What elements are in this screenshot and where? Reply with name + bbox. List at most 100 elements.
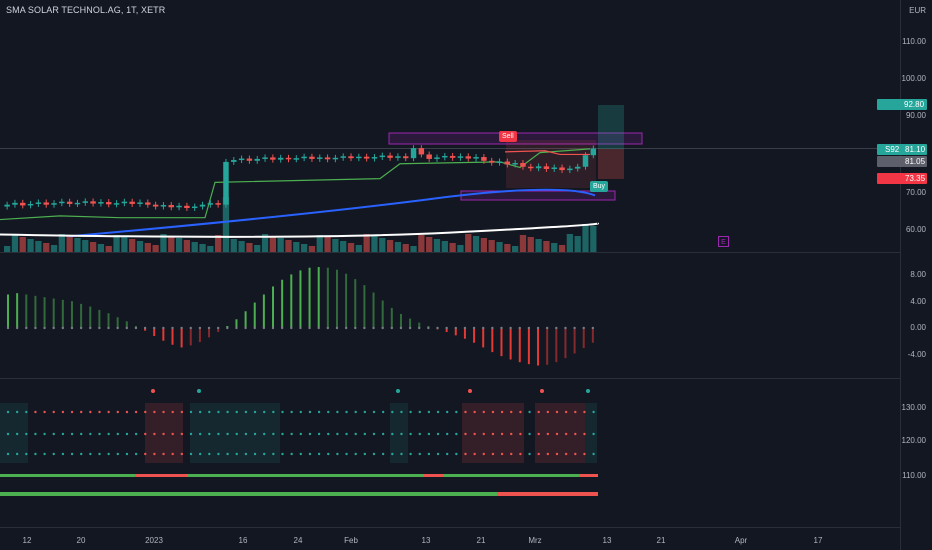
sqz-dot <box>98 432 101 436</box>
sqz-dot <box>180 432 184 436</box>
sqz-dot <box>134 452 138 456</box>
osc-zero-dot <box>326 326 330 330</box>
sqz-dot <box>482 432 485 436</box>
osc-zero-dot <box>363 326 366 330</box>
sqz-dot <box>446 410 449 414</box>
osc-zero-dot <box>527 326 531 330</box>
osc-zero-dot <box>253 326 256 330</box>
sell-region <box>506 140 596 188</box>
sqz-dot <box>574 410 577 414</box>
sqz-dot <box>455 452 458 456</box>
sqz-dot <box>372 452 376 456</box>
volume-bar <box>574 236 581 252</box>
sqz-dot <box>400 432 403 436</box>
osc-zero-dot <box>61 326 65 330</box>
volume-bar <box>488 240 495 252</box>
candle-body <box>332 157 339 160</box>
sqz-dot <box>519 432 522 436</box>
sqz-dot <box>555 410 559 414</box>
sqz-dot <box>235 432 238 436</box>
osc-zero-dot <box>545 326 549 330</box>
sqz-dot <box>482 452 485 456</box>
sqz-dot <box>363 410 367 414</box>
sqz-dot <box>15 452 19 456</box>
volume-bar <box>535 239 542 252</box>
sqz-dot <box>281 452 284 456</box>
sqz-dot <box>473 432 476 436</box>
osc-zero-dot <box>536 326 540 330</box>
volume-bar <box>183 240 191 252</box>
sell-signal[interactable]: Sell <box>499 131 517 142</box>
pane-divider-2[interactable] <box>0 378 900 379</box>
candle-body <box>74 202 81 205</box>
candle-body <box>254 158 260 161</box>
candle-body <box>121 201 128 204</box>
candle-body <box>418 148 425 155</box>
candle-body <box>488 160 495 163</box>
volume-bar <box>191 242 198 252</box>
candle-body <box>20 202 26 206</box>
osc-zero-dot <box>591 326 595 330</box>
candle-body <box>129 201 135 204</box>
sqz-dot <box>134 432 138 436</box>
volume-bar <box>566 234 573 252</box>
candle-body <box>535 166 542 169</box>
volume-bar <box>35 241 42 252</box>
candle-body <box>160 205 167 207</box>
red-step-line <box>504 150 590 156</box>
sqz-dot <box>89 432 92 436</box>
candle-body <box>113 203 120 205</box>
trend-bar-1 <box>135 474 187 477</box>
candle-body <box>363 156 370 159</box>
sqz-dot <box>592 410 595 414</box>
candle-body <box>317 157 323 159</box>
sqz-dot <box>381 432 385 436</box>
pane-divider-1[interactable] <box>0 252 900 253</box>
sqz-dot <box>125 452 129 456</box>
sqz-dot <box>574 452 577 456</box>
sqz-dot <box>272 432 275 436</box>
volume-bar <box>144 243 151 252</box>
sqz-dot <box>491 410 495 414</box>
symbol-title[interactable]: SMA SOLAR TECHNOL.AG, 1T, XETR <box>6 5 166 15</box>
sqz-dot <box>381 452 385 456</box>
sqz-dot <box>107 452 110 456</box>
sqz-dot <box>537 432 540 436</box>
volume-bar <box>582 224 589 252</box>
price-chart[interactable] <box>0 0 900 550</box>
volume-bar <box>457 245 464 252</box>
osc-zero-dot <box>180 326 183 330</box>
osc-zero-dot <box>290 326 293 330</box>
volume-bar <box>355 245 362 252</box>
volume-bar <box>293 242 300 252</box>
volume-bar <box>105 246 112 252</box>
candle-body <box>481 157 487 161</box>
earnings-event-marker[interactable]: E <box>718 236 729 247</box>
candle-body <box>520 163 526 167</box>
trend-bar-1 <box>424 474 444 477</box>
buy-signal[interactable]: Buy <box>590 181 609 192</box>
sqz-dot <box>500 410 504 414</box>
sqz-shade <box>190 403 280 463</box>
trend-bar-2 <box>0 492 497 496</box>
osc-zero-dot <box>216 326 220 330</box>
sqz-shade <box>535 403 585 463</box>
sqz-dot <box>427 410 431 414</box>
osc-tick-4: 4.00 <box>910 297 926 306</box>
x-label-apr: Apr <box>734 536 748 545</box>
sqz-dot <box>546 432 550 436</box>
sqz-dot <box>25 432 28 436</box>
sqz-dot <box>253 452 257 456</box>
sqz-dot <box>372 432 376 436</box>
candle-body <box>559 167 565 171</box>
sqz-dot <box>500 432 504 436</box>
sqz-dot <box>583 452 586 456</box>
candle-body <box>176 205 182 208</box>
volume-bar <box>246 243 253 252</box>
candle-body <box>340 156 346 158</box>
candle-body <box>551 167 557 169</box>
sqz-dot <box>317 410 321 414</box>
sqz-dot <box>436 432 440 436</box>
sqz-dot <box>70 452 74 456</box>
sqz-tick-120: 120.00 <box>901 436 926 445</box>
